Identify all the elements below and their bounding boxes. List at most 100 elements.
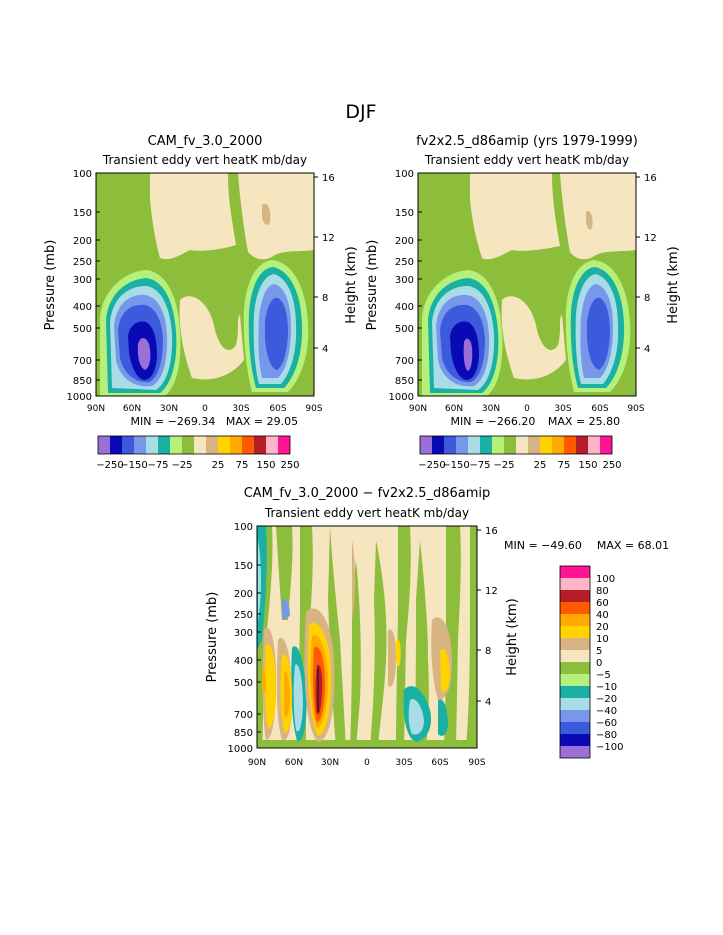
panel-2-ytick-right: 16 <box>644 173 657 184</box>
colorbar-swatch <box>560 722 590 734</box>
panel-3-xtick: 90N <box>248 758 266 768</box>
panel-3-ytick-right: 12 <box>485 586 498 597</box>
panel-3-xtick: 60S <box>431 758 448 768</box>
colorbar-swatch <box>560 662 590 674</box>
panel-3-ytick-right: 16 <box>485 526 498 537</box>
panel-3-ylabel-right: Height (km) <box>505 598 520 675</box>
panel-1-ytick: 500 <box>73 324 92 335</box>
panel-2-ytick: 400 <box>395 302 414 313</box>
panel-2-ytick: 500 <box>395 324 414 335</box>
colorbar-label: 150 <box>578 460 597 471</box>
colorbar-swatch <box>134 436 146 454</box>
colorbar-label: 75 <box>236 460 249 471</box>
panel-3-y-axis-right: 16 12 8 4 Height (km) <box>477 526 520 708</box>
colorbar-label: 0 <box>596 658 602 669</box>
colorbar-swatch <box>560 602 590 614</box>
panel-2-xtick: 30N <box>482 404 500 414</box>
colorbar-label: −10 <box>596 682 617 693</box>
panel-1-ytick-right: 12 <box>322 233 335 244</box>
panel-3-ytick: 850 <box>234 728 253 739</box>
panel-1-ytick: 1000 <box>67 392 92 403</box>
colorbar-swatch <box>194 436 206 454</box>
panel-1-xtick: 60N <box>123 404 141 414</box>
panel-3-colorbar: 100 80 60 40 20 10 5 0 −5 −10 −20 −40 −6… <box>559 565 623 759</box>
colorbar-label: 80 <box>596 586 609 597</box>
colorbar-swatch <box>432 436 444 454</box>
colorbar-swatch <box>146 436 158 454</box>
panel-1-xtick: 30N <box>160 404 178 414</box>
colorbar-label: −60 <box>596 718 617 729</box>
panel-2-y-axis: 100 150 200 250 300 400 500 700 850 1000… <box>365 169 422 403</box>
panel-2-ytick: 200 <box>395 236 414 247</box>
colorbar-label: −25 <box>171 460 192 471</box>
panel-2-xtick: 90N <box>409 404 427 414</box>
colorbar-swatch <box>528 436 540 454</box>
panel-3-y-axis: 100 150 200 250 300 400 500 700 850 1000… <box>205 522 261 755</box>
panel-1-ytick: 700 <box>73 356 92 367</box>
panel-2-title: fv2x2.5_d86amip (yrs 1979-1999) <box>416 134 638 149</box>
panel-1-contours <box>96 173 314 396</box>
panel-3-ytick: 400 <box>234 656 253 667</box>
panel-2: fv2x2.5_d86amip (yrs 1979-1999) Transien… <box>365 134 681 471</box>
panel-3-xtick: 30N <box>321 758 339 768</box>
panel-1-xtick: 60S <box>269 404 286 414</box>
colorbar-swatch <box>560 626 590 638</box>
colorbar-swatch <box>182 436 194 454</box>
panel-3-xtick: 0 <box>364 758 370 768</box>
colorbar-label: −150 <box>442 460 469 471</box>
colorbar-swatch <box>492 436 504 454</box>
panel-1-title: CAM_fv_3.0_2000 <box>148 134 263 149</box>
colorbar-swatch <box>560 650 590 662</box>
panel-2-xtick: 60S <box>591 404 608 414</box>
colorbar-swatch <box>456 436 468 454</box>
panel-2-ytick: 1000 <box>389 392 414 403</box>
page-title: DJF <box>345 101 376 123</box>
panel-2-xtick: 0 <box>524 404 530 414</box>
panel-3-subtitle: Transient eddy vert heatK mb/day <box>264 506 469 520</box>
panel-3-ytick: 300 <box>234 628 253 639</box>
colorbar-swatch <box>560 638 590 650</box>
panel-1-ylabel-right: Height (km) <box>344 246 359 323</box>
panel-2-max: MAX = 25.80 <box>548 415 620 428</box>
colorbar-swatch <box>242 436 254 454</box>
panel-3-ytick: 1000 <box>228 744 253 755</box>
panel-3-title: CAM_fv_3.0_2000 − fv2x2.5_d86amip <box>244 486 491 501</box>
colorbar-label: 75 <box>558 460 571 471</box>
panel-3-ytick-right: 8 <box>485 646 491 657</box>
colorbar-label: −75 <box>147 460 168 471</box>
panel-2-min: MIN = −266.20 <box>451 415 536 428</box>
panel-2-ytick-right: 8 <box>644 293 650 304</box>
panel-1-xtick: 0 <box>202 404 208 414</box>
colorbar-swatch <box>560 566 590 578</box>
colorbar-label: −250 <box>418 460 445 471</box>
panel-3-max: MAX = 68.01 <box>597 539 669 552</box>
colorbar-swatch <box>218 436 230 454</box>
colorbar-label: −250 <box>96 460 123 471</box>
panel-1-y-axis-right: 16 12 8 4 Height (km) <box>314 173 359 355</box>
colorbar-label: −5 <box>596 670 611 681</box>
colorbar-swatch <box>576 436 588 454</box>
colorbar-label: 250 <box>602 460 621 471</box>
colorbar-label: −25 <box>493 460 514 471</box>
panel-1-subtitle: Transient eddy vert heatK mb/day <box>102 153 307 167</box>
panel-1-ytick-right: 8 <box>322 293 328 304</box>
panel-1-ytick-right: 4 <box>322 344 328 355</box>
panel-2-ytick-right: 12 <box>644 233 657 244</box>
colorbar-swatch <box>110 436 122 454</box>
colorbar-swatch <box>206 436 218 454</box>
panel-3-ylabel: Pressure (mb) <box>205 592 220 683</box>
panel-2-contours <box>418 173 636 396</box>
colorbar-swatch <box>468 436 480 454</box>
panel-3-ytick: 500 <box>234 678 253 689</box>
colorbar-label: 40 <box>596 610 609 621</box>
colorbar-label: 25 <box>212 460 225 471</box>
panel-2-colorbar: −250 −150 −75 −25 25 75 150 250 <box>418 435 622 471</box>
colorbar-label: 25 <box>534 460 547 471</box>
colorbar-swatch <box>516 436 528 454</box>
colorbar-swatch <box>170 436 182 454</box>
colorbar-swatch <box>560 614 590 626</box>
panel-3-min: MIN = −49.60 <box>504 539 582 552</box>
panel-1-ytick: 100 <box>73 169 92 180</box>
colorbar-swatch <box>158 436 170 454</box>
